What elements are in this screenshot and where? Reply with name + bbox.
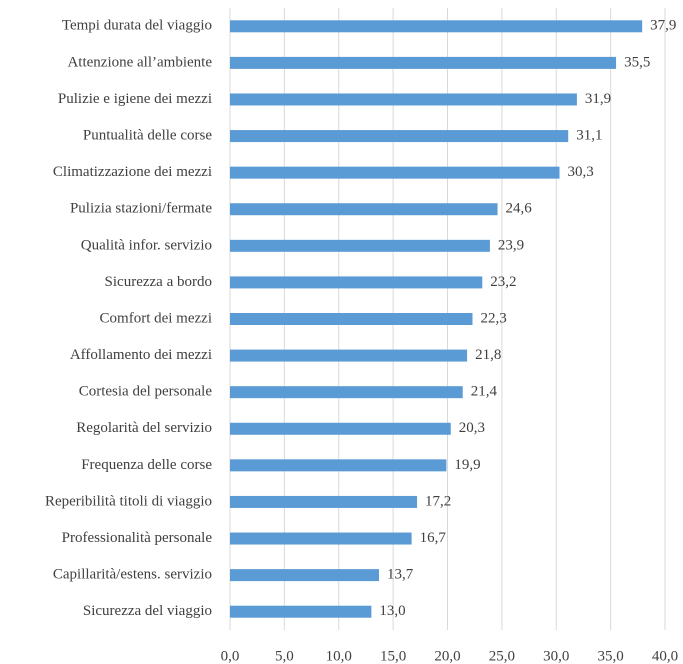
bar: [230, 495, 418, 508]
value-label: 20,3: [459, 420, 485, 436]
bar: [230, 532, 412, 545]
value-label: 13,7: [387, 567, 414, 583]
bar: [230, 605, 372, 618]
bar: [230, 93, 577, 106]
bar: [230, 166, 560, 179]
x-tick-label: 40,0: [652, 648, 678, 664]
y-tick-label: Regolarità del servizio: [76, 420, 212, 436]
y-tick-label: Reperibilità titoli di viaggio: [45, 493, 212, 509]
value-label: 31,9: [585, 91, 611, 107]
value-label: 19,9: [454, 457, 480, 473]
y-tick-label: Capillarità/estens. servizio: [53, 567, 212, 583]
value-label: 30,3: [568, 164, 594, 180]
y-tick-label: Cortesia del personale: [79, 384, 213, 400]
y-tick-label: Comfort dei mezzi: [100, 310, 212, 326]
y-tick-label: Pulizie e igiene dei mezzi: [58, 91, 212, 107]
y-tick-label: Puntualità delle corse: [83, 127, 212, 143]
bar: [230, 386, 463, 399]
bar: [230, 459, 447, 472]
bar: [230, 569, 379, 582]
y-tick-label: Attenzione all’ambiente: [67, 54, 212, 70]
value-label: 23,9: [498, 237, 524, 253]
value-label: 31,1: [576, 127, 602, 143]
x-tick-label: 10,0: [326, 648, 352, 664]
bar: [230, 203, 498, 216]
y-tick-label: Pulizia stazioni/fermate: [70, 201, 212, 217]
value-label: 21,4: [471, 384, 498, 400]
value-label: 21,8: [475, 347, 501, 363]
y-tick-label: Sicurezza del viaggio: [83, 603, 212, 619]
y-tick-label: Tempi durata del viaggio: [62, 18, 212, 34]
value-label: 23,2: [490, 274, 516, 290]
x-tick-label: 35,0: [598, 648, 624, 664]
bar: [230, 20, 643, 33]
y-tick-label: Professionalità personale: [62, 530, 213, 546]
value-label: 24,6: [506, 201, 533, 217]
value-label: 17,2: [425, 493, 451, 509]
value-label: 37,9: [650, 18, 676, 34]
value-label: 13,0: [379, 603, 405, 619]
value-label: 16,7: [420, 530, 447, 546]
bar: [230, 313, 473, 325]
x-tick-label: 25,0: [489, 648, 515, 664]
x-tick-label: 20,0: [434, 648, 460, 664]
bar: [230, 239, 490, 252]
bar: [230, 349, 468, 362]
value-label: 35,5: [624, 54, 650, 70]
y-tick-label: Qualità infor. servizio: [81, 237, 212, 253]
x-tick-label: 0,0: [221, 648, 240, 664]
y-tick-label: Frequenza delle corse: [81, 457, 212, 473]
bar: [230, 422, 451, 435]
y-tick-label: Sicurezza a bordo: [105, 274, 212, 290]
x-tick-label: 30,0: [543, 648, 569, 664]
x-tick-label: 15,0: [380, 648, 406, 664]
bar: [230, 276, 483, 289]
bar: [230, 130, 569, 143]
y-tick-label: Climatizzazione dei mezzi: [53, 164, 212, 180]
y-tick-label: Affollamento dei mezzi: [70, 347, 212, 363]
bar: [230, 56, 617, 69]
x-tick-label: 5,0: [275, 648, 294, 664]
value-label: 22,3: [481, 310, 507, 326]
